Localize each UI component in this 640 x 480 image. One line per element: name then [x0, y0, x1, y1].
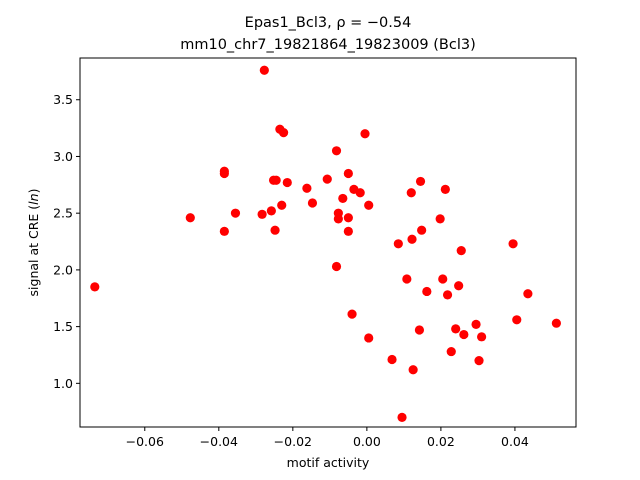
- y-axis-ticks: 1.0 1.5 2.0 2.5 3.0 3.5: [53, 92, 80, 391]
- y-tick-label: 1.5: [53, 319, 73, 334]
- data-point: [446, 346, 456, 357]
- x-tick-label: 0.02: [427, 434, 455, 449]
- x-tick-label: −0.04: [200, 434, 238, 449]
- data-point: [397, 412, 407, 422]
- x-axis-label: motif activity: [287, 455, 370, 470]
- data-point: [393, 239, 403, 249]
- y-tick-label: 1.0: [53, 376, 73, 391]
- x-tick-label: −0.06: [126, 434, 164, 449]
- data-point: [454, 281, 464, 291]
- data-point: [278, 128, 289, 138]
- data-point: [343, 213, 353, 223]
- data-point: [451, 324, 461, 334]
- data-point: [266, 206, 276, 216]
- data-point: [307, 198, 318, 208]
- y-axis-label-prefix: signal at CRE (: [26, 205, 41, 297]
- data-point: [338, 193, 348, 204]
- data-point: [406, 188, 416, 198]
- data-point: [408, 365, 418, 375]
- points-layer: [90, 65, 561, 422]
- data-point: [219, 226, 229, 236]
- data-point: [282, 177, 292, 188]
- data-point: [364, 200, 374, 210]
- plot-area: [80, 58, 576, 427]
- data-point: [417, 225, 427, 235]
- data-point: [512, 315, 522, 325]
- data-point: [551, 318, 561, 328]
- data-point: [508, 239, 518, 249]
- y-tick-label: 2.5: [53, 206, 73, 221]
- data-point: [407, 234, 417, 244]
- data-point: [90, 282, 100, 292]
- data-point: [440, 184, 450, 194]
- data-point: [471, 319, 481, 329]
- data-point: [333, 214, 343, 224]
- data-point: [435, 214, 445, 224]
- data-point: [422, 286, 432, 297]
- data-point: [230, 208, 241, 218]
- data-point: [402, 274, 412, 284]
- data-point: [360, 129, 370, 139]
- data-point: [271, 175, 281, 185]
- data-point: [414, 325, 425, 335]
- data-point: [442, 290, 453, 300]
- data-point: [343, 226, 353, 236]
- data-point: [415, 176, 426, 187]
- data-point: [387, 354, 397, 365]
- data-point: [270, 225, 280, 235]
- plot-frame: [79, 57, 577, 428]
- data-point: [456, 246, 466, 256]
- data-point: [355, 188, 365, 198]
- data-point: [477, 332, 487, 342]
- y-tick-label: 3.5: [53, 92, 73, 107]
- data-point: [219, 168, 229, 179]
- data-point: [474, 356, 484, 366]
- x-tick-label: 0.00: [353, 434, 381, 449]
- data-point: [343, 168, 353, 179]
- y-axis-label-italic: ln: [26, 193, 41, 204]
- data-point: [438, 274, 448, 284]
- data-point: [331, 146, 342, 156]
- y-tick-label: 3.0: [53, 149, 73, 164]
- chart-title-line1: Epas1_Bcl3, ρ = −0.54: [245, 15, 412, 31]
- data-point: [322, 174, 332, 184]
- data-point: [364, 333, 374, 343]
- data-point: [185, 213, 195, 223]
- x-axis-ticks: −0.06 −0.04 −0.02 0.00 0.02 0.04: [126, 427, 529, 449]
- data-point: [302, 183, 312, 193]
- y-tick-label: 2.0: [53, 262, 73, 277]
- data-point: [259, 65, 269, 75]
- data-point: [277, 200, 287, 210]
- data-point: [523, 289, 533, 299]
- x-tick-label: 0.04: [501, 434, 529, 449]
- data-point: [347, 309, 357, 319]
- chart-title-line2: mm10_chr7_19821864_19823009 (Bcl3): [180, 37, 476, 53]
- data-point: [331, 261, 342, 272]
- y-axis-label-suffix: ): [26, 189, 41, 194]
- x-tick-label: −0.02: [274, 434, 312, 449]
- data-point: [459, 329, 469, 340]
- y-axis-label: signal at CRE (ln): [26, 189, 41, 297]
- data-point: [257, 209, 267, 219]
